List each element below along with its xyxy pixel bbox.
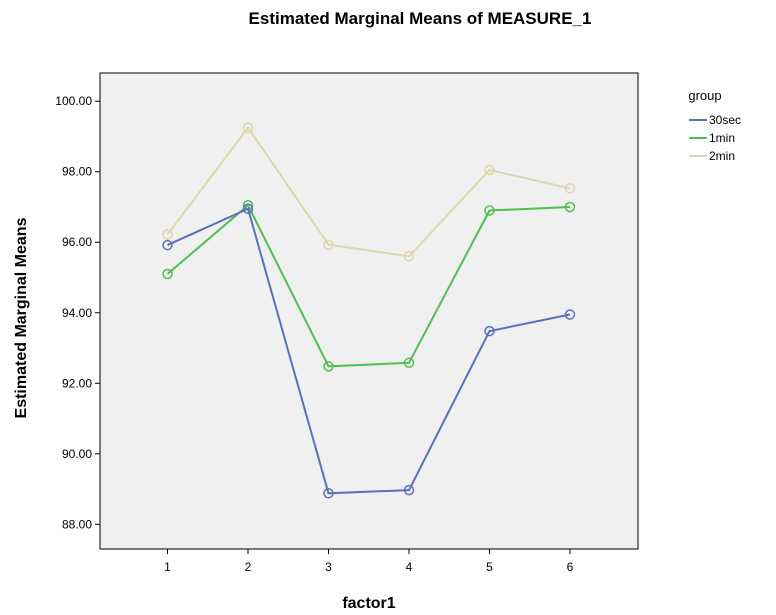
data-point-1min — [564, 201, 576, 213]
x-axis-title: factor1 — [342, 595, 395, 612]
y-tick-label: 92.00 — [62, 376, 92, 390]
data-point-30sec — [403, 484, 415, 496]
data-point-2min — [323, 239, 334, 250]
y-tick-label: 98.00 — [62, 165, 92, 179]
data-point-1min — [323, 361, 334, 372]
legend-label-30sec: 30sec — [709, 113, 741, 127]
x-axis: 1 2 3 4 5 6 — [164, 549, 574, 574]
y-tick-label: 96.00 — [62, 235, 92, 249]
x-tick-label: 2 — [245, 560, 252, 574]
x-tick-label: 6 — [567, 560, 574, 574]
series-line-2min — [166, 125, 571, 258]
y-axis-title: Estimated Marginal Means — [13, 217, 30, 418]
data-point-1min — [484, 205, 495, 216]
legend-label-1min: 1min — [709, 131, 735, 145]
data-point-30sec — [564, 309, 576, 320]
x-tick-label: 1 — [164, 560, 171, 574]
y-tick-label: 94.00 — [62, 306, 92, 320]
series-line-30sec — [167, 207, 571, 495]
data-point-2min — [162, 229, 173, 240]
data-point-1min — [403, 357, 415, 369]
data-point-2min — [242, 122, 254, 133]
legend: group 30sec 1min 2min — [688, 88, 741, 163]
y-tick-label: 90.00 — [62, 447, 92, 461]
data-point-1min — [162, 268, 173, 280]
data-point-30sec — [162, 239, 173, 251]
data-point-30sec — [484, 325, 495, 337]
y-tick-label: 100.00 — [55, 94, 92, 108]
data-point-2min — [564, 183, 576, 194]
chart-title: Estimated Marginal Means of MEASURE_1 — [249, 9, 592, 28]
series-line-1min — [166, 203, 571, 368]
data-point-2min — [484, 164, 495, 176]
x-tick-label: 3 — [325, 560, 332, 574]
plot-area — [99, 72, 639, 550]
x-tick-label: 4 — [406, 560, 413, 574]
y-axis: 88.00 90.00 92.00 94.00 96.00 98.00 100.00 — [55, 94, 100, 531]
y-tick-label: 88.00 — [62, 517, 92, 531]
series-layer — [162, 122, 576, 499]
data-point-2min — [403, 251, 415, 262]
legend-title: group — [688, 88, 721, 103]
data-point-30sec — [242, 203, 254, 214]
legend-label-2min: 2min — [709, 149, 735, 163]
x-tick-label: 5 — [486, 560, 493, 574]
data-point-30sec — [323, 488, 334, 499]
